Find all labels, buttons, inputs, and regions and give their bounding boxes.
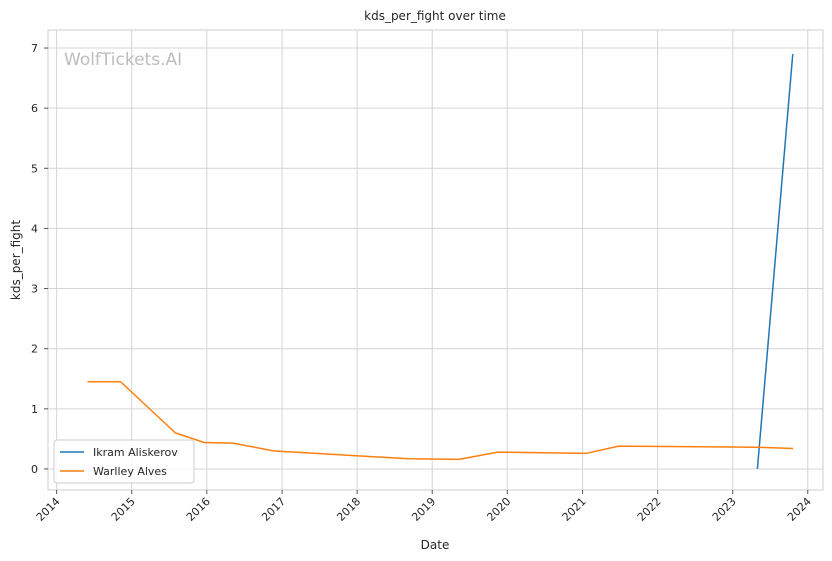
x-tick-label-2017: 2017 — [259, 495, 288, 524]
x-tick-label-2023: 2023 — [710, 495, 739, 524]
x-tick-labels: 2014 2015 2016 2017 2018 2019 2020 2021 2022 2023… — [34, 495, 814, 524]
legend-label-warlley-alves: Warlley Alves — [93, 465, 167, 478]
x-tick-label-2018: 2018 — [334, 495, 363, 524]
x-tick-label-2021: 2021 — [560, 495, 589, 524]
series-line-warlley-alves — [87, 381, 793, 461]
x-tick-label-2022: 2022 — [635, 495, 664, 524]
series-lines — [87, 53, 794, 470]
legend-box — [53, 439, 195, 484]
series-line-ikram-aliskerov — [756, 53, 794, 470]
y-tick-label-1: 1 — [31, 403, 38, 416]
legend-label-ikram-aliskerov: Ikram Aliskerov — [93, 446, 178, 459]
grid-lines — [44, 30, 823, 494]
x-tick-label-2016: 2016 — [184, 495, 213, 524]
x-tick-label-2024: 2024 — [785, 495, 814, 524]
x-tick-label-2020: 2020 — [484, 495, 513, 524]
y-tick-label-3: 3 — [31, 283, 38, 296]
plot-area — [47, 29, 824, 491]
y-tick-label-6: 6 — [31, 102, 38, 115]
x-axis-title: Date — [421, 538, 450, 552]
y-tick-label-2: 2 — [31, 343, 38, 356]
x-tick-label-2019: 2019 — [409, 495, 438, 524]
y-tick-label-4: 4 — [31, 222, 38, 235]
chart-title: kds_per_fight over time — [364, 9, 506, 23]
y-tick-label-0: 0 — [31, 463, 38, 476]
y-tick-label-5: 5 — [31, 162, 38, 175]
y-tick-label-7: 7 — [31, 42, 38, 55]
watermark: WolfTickets.AI — [64, 50, 182, 70]
y-tick-labels: 0 1 2 3 4 5 6 7 — [31, 42, 38, 476]
x-tick-label-2014: 2014 — [34, 495, 63, 524]
x-tick-label-2015: 2015 — [109, 495, 138, 524]
y-axis-title: kds_per_fight — [9, 220, 23, 301]
legend: Ikram Aliskerov Warlley Alves — [53, 439, 195, 484]
